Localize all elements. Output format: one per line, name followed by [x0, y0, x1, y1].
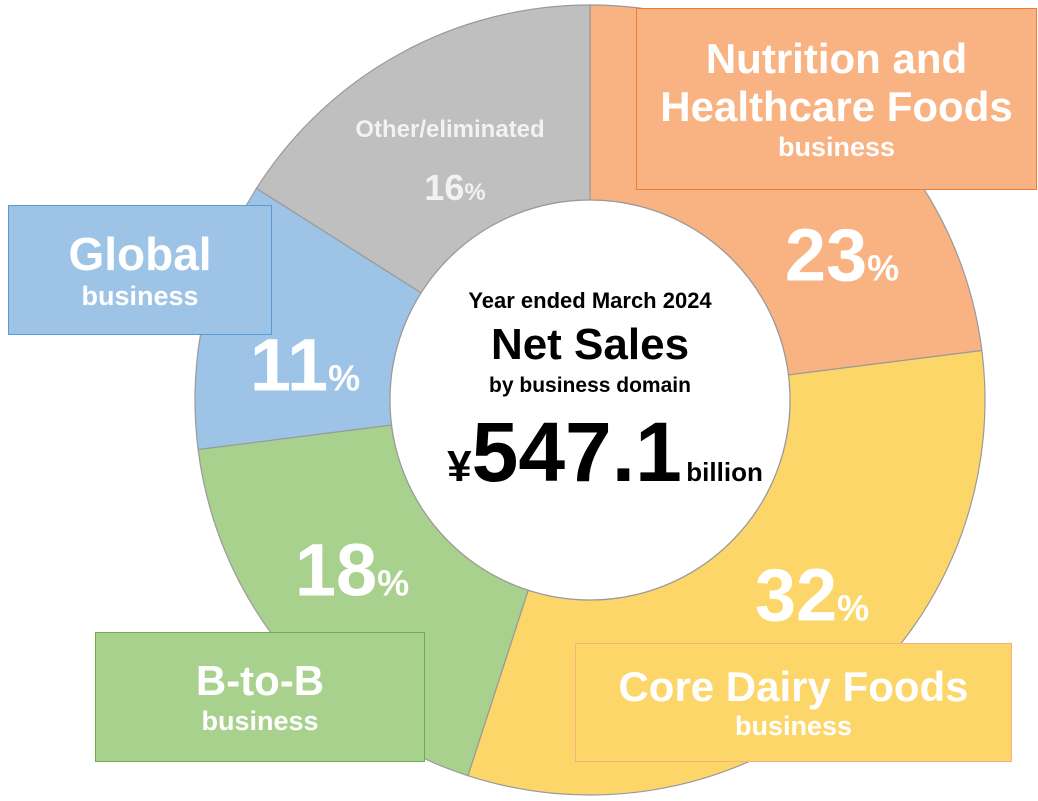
unit: billion — [686, 457, 763, 487]
category-box: B-to-B business — [95, 632, 425, 762]
center-label: Year ended March 2024 Net Sales by busin… — [390, 200, 790, 600]
category-box: Core Dairy Foods business — [575, 643, 1012, 762]
value: 16 — [424, 167, 465, 208]
value-suffix: % — [328, 357, 361, 399]
category-name: B-to-B — [195, 657, 325, 705]
center-subtitle: by business domain — [489, 374, 691, 397]
value: 18 — [294, 528, 378, 612]
category-note: business — [201, 705, 319, 736]
category-note: business — [734, 711, 853, 742]
value-label: 16% — [424, 167, 485, 209]
center-title: Net Sales — [490, 320, 690, 369]
value-label: 11% — [250, 323, 360, 408]
category-name: Nutrition and Healthcare Foods — [660, 35, 1013, 131]
category-name: Other/eliminated — [355, 116, 545, 143]
category-box: Nutrition and Healthcare Foods business — [636, 8, 1037, 190]
value-suffix: % — [867, 247, 900, 289]
category-name: Core Dairy Foods — [618, 662, 969, 710]
value-suffix: % — [837, 587, 870, 629]
value-label: 18% — [295, 528, 409, 613]
period: Year ended March 2024 — [468, 288, 712, 313]
total: 547.1 — [471, 405, 682, 499]
value-suffix: % — [464, 179, 486, 206]
category-note: business — [777, 131, 896, 162]
value: 32 — [754, 553, 838, 637]
total-line: ¥547.1 billion — [420, 404, 790, 501]
category-note: business — [81, 280, 199, 311]
value: 11 — [249, 323, 329, 407]
currency: ¥ — [447, 442, 472, 491]
value-label: 32% — [755, 553, 869, 638]
value-label: 23% — [785, 213, 899, 298]
category-box: Global business — [8, 205, 272, 335]
value-suffix: % — [377, 562, 410, 604]
inner-circle — [389, 199, 791, 601]
value: 23 — [784, 213, 868, 297]
category-name: Global — [68, 228, 212, 281]
